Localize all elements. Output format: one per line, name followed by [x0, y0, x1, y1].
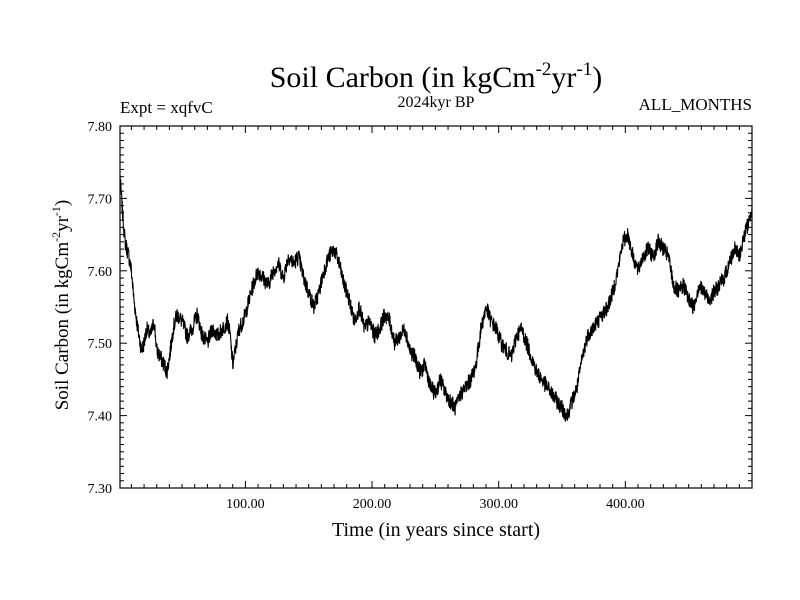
months-label: ALL_MONTHS: [639, 95, 752, 114]
y-tick-label: 7.40: [88, 410, 113, 425]
x-tick-label: 400.00: [606, 497, 645, 512]
y-tick-label: 7.30: [88, 482, 113, 497]
series-layer: [119, 175, 753, 422]
plot-frame: [119, 125, 753, 489]
y-tick-label: 7.70: [88, 192, 113, 207]
y-tick-label: 7.80: [88, 120, 113, 135]
chart-subtitle: 2024kyr BP: [398, 94, 475, 111]
experiment-label: Expt = xqfvC: [120, 98, 213, 117]
axis-ticks: 100.00 200.00 300.00 400.00 7.30 7.40 7.50 7.60…: [88, 120, 752, 512]
x-tick-label: 300.00: [479, 497, 518, 512]
y-axis-label: Soil Carbon (in kgCm-2yr-1): [49, 200, 73, 411]
x-tick-label: 100.00: [226, 497, 265, 512]
series-line-soil-carbon: [119, 175, 753, 422]
chart-title: Soil Carbon (in kgCm-2yr-1): [270, 59, 603, 94]
y-tick-label: 7.60: [88, 265, 113, 280]
x-axis-label: Time (in years since start): [332, 519, 540, 541]
x-tick-label: 200.00: [353, 497, 392, 512]
y-tick-label: 7.50: [88, 337, 113, 352]
